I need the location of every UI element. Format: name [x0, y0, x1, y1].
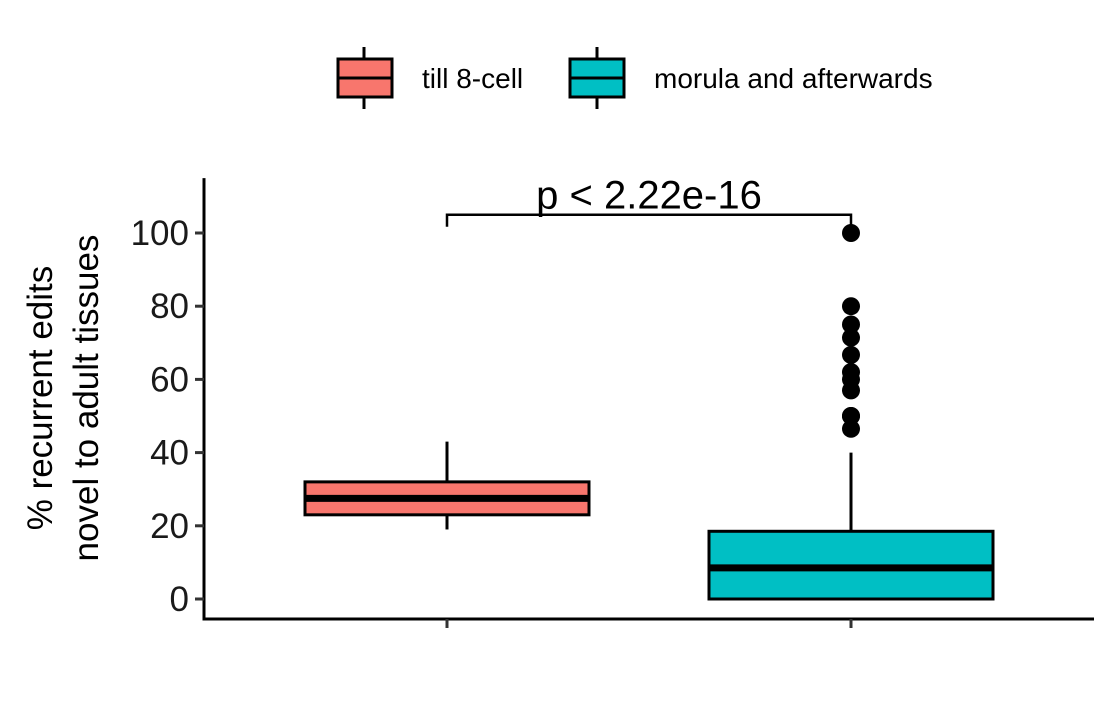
- outlier-point-9: [842, 315, 860, 334]
- legend: till 8-cell morula and afterwards: [336, 47, 933, 109]
- y-tick-label-20: 20: [150, 507, 189, 546]
- legend-key-till-8-cell: [336, 47, 394, 109]
- box-1: [303, 441, 591, 530]
- outlier-point-1: [842, 419, 860, 438]
- y-axis-title-line-2: novel to adult tissues: [67, 235, 106, 562]
- outlier-point-3: [842, 407, 860, 425]
- significance-bracket: [445, 213, 853, 227]
- outlier-point-11: [842, 224, 860, 242]
- significance-annotation: p < 2.22e-16: [445, 174, 853, 227]
- y-axis-title: % recurrent edits novel to adult tissues: [21, 235, 106, 562]
- y-tick-label-0: 0: [170, 580, 189, 619]
- outlier-point-6: [842, 363, 860, 382]
- outlier-point-10: [842, 297, 860, 316]
- y-tick-label-80: 80: [150, 287, 189, 326]
- box-2: [707, 224, 995, 601]
- y-axis: 0 20 40 60 80 100: [131, 178, 206, 621]
- legend-key-morula: [568, 47, 626, 109]
- boxes: [303, 224, 995, 601]
- x-axis: [202, 617, 1094, 628]
- y-axis-title-line-1: % recurrent edits: [21, 266, 60, 531]
- y-tick-label-60: 60: [150, 360, 189, 399]
- p-value-label: p < 2.22e-16: [536, 174, 762, 218]
- y-tick-label-100: 100: [131, 214, 189, 253]
- y-tick-label-40: 40: [150, 434, 189, 473]
- legend-label-till-8-cell: till 8-cell: [422, 63, 523, 94]
- outlier-point-8: [842, 328, 860, 347]
- outlier-point-7: [842, 345, 860, 364]
- legend-label-morula-and-afterwards: morula and afterwards: [654, 63, 933, 94]
